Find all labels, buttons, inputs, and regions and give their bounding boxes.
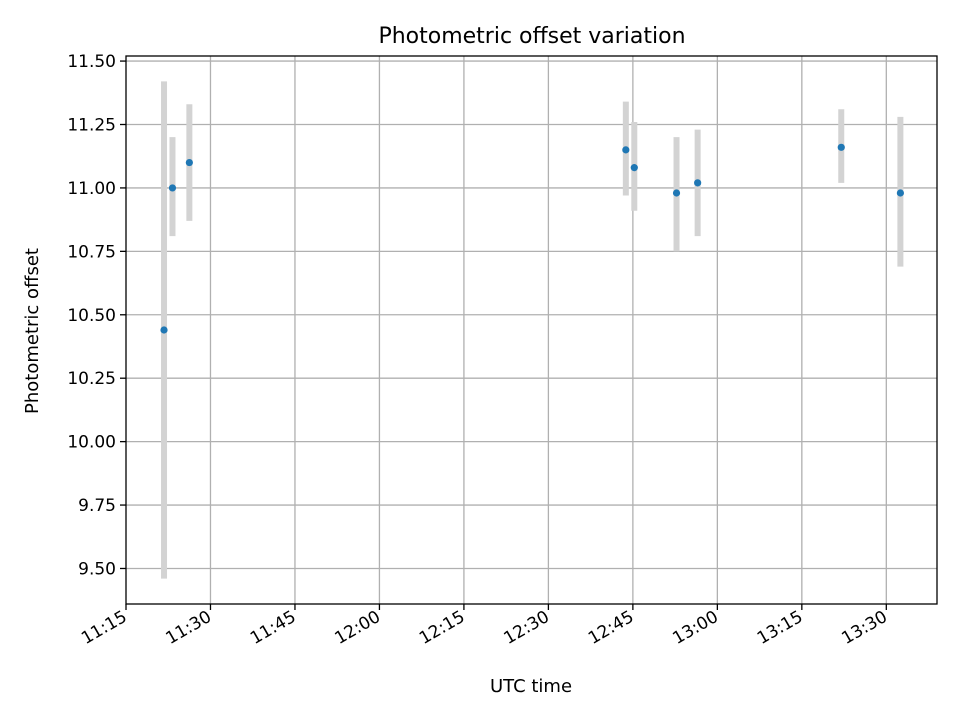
data-point xyxy=(896,189,904,197)
grid-lines xyxy=(126,56,937,604)
y-tick-label: 10.75 xyxy=(67,242,116,262)
y-axis-label: Photometric offset xyxy=(22,248,43,414)
x-tick-label: 11:30 xyxy=(163,607,215,649)
data-point xyxy=(168,184,177,192)
x-tick-label: 13:15 xyxy=(754,607,806,649)
x-axis-ticks: 11:15 11:30 11:45 12:00 12:15 12:30 12:45 13:00… xyxy=(78,604,891,649)
data-points xyxy=(160,143,904,334)
y-tick-label: 10.00 xyxy=(67,433,116,453)
x-tick-label: 12:00 xyxy=(332,607,384,649)
data-point xyxy=(160,326,168,334)
y-tick-label: 9.50 xyxy=(78,559,116,579)
y-tick-label: 11.25 xyxy=(67,116,116,136)
data-point xyxy=(622,146,630,154)
y-tick-label: 10.50 xyxy=(67,306,116,326)
y-axis-ticks: 9.50 9.75 10.00 10.25 10.50 10.75 11.00 11.25 11… xyxy=(67,52,126,579)
data-point xyxy=(185,158,193,167)
x-tick-label: 11:45 xyxy=(247,607,299,649)
y-tick-label: 10.25 xyxy=(67,369,116,389)
x-axis-label: UTC time xyxy=(490,676,572,697)
error-bars xyxy=(161,81,904,579)
x-tick-label: 12:15 xyxy=(416,607,468,649)
x-tick-label: 13:00 xyxy=(669,607,721,649)
x-tick-label: 11:15 xyxy=(78,607,130,649)
data-point xyxy=(837,143,845,151)
chart-title: Photometric offset variation xyxy=(378,24,685,49)
y-tick-label: 11.00 xyxy=(67,179,116,199)
y-tick-label: 9.75 xyxy=(78,496,116,516)
x-tick-label: 12:30 xyxy=(500,607,552,649)
x-tick-label: 12:45 xyxy=(585,607,637,649)
data-point xyxy=(694,179,702,187)
data-point xyxy=(630,164,638,172)
x-tick-label: 13:30 xyxy=(838,607,890,649)
y-tick-label: 11.50 xyxy=(67,52,116,72)
plot-frame xyxy=(125,55,938,605)
data-point xyxy=(672,189,681,197)
